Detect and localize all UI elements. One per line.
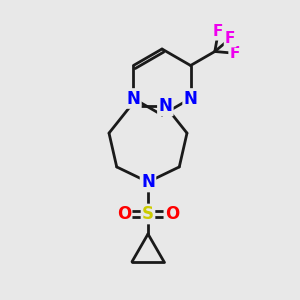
- Text: O: O: [165, 205, 179, 223]
- Text: N: N: [158, 97, 172, 115]
- Text: O: O: [117, 205, 131, 223]
- Text: N: N: [184, 89, 197, 107]
- Text: F: F: [230, 46, 240, 61]
- Text: F: F: [225, 31, 235, 46]
- Text: S: S: [142, 205, 154, 223]
- Text: N: N: [127, 89, 140, 107]
- Text: F: F: [213, 24, 224, 39]
- Text: N: N: [141, 173, 155, 191]
